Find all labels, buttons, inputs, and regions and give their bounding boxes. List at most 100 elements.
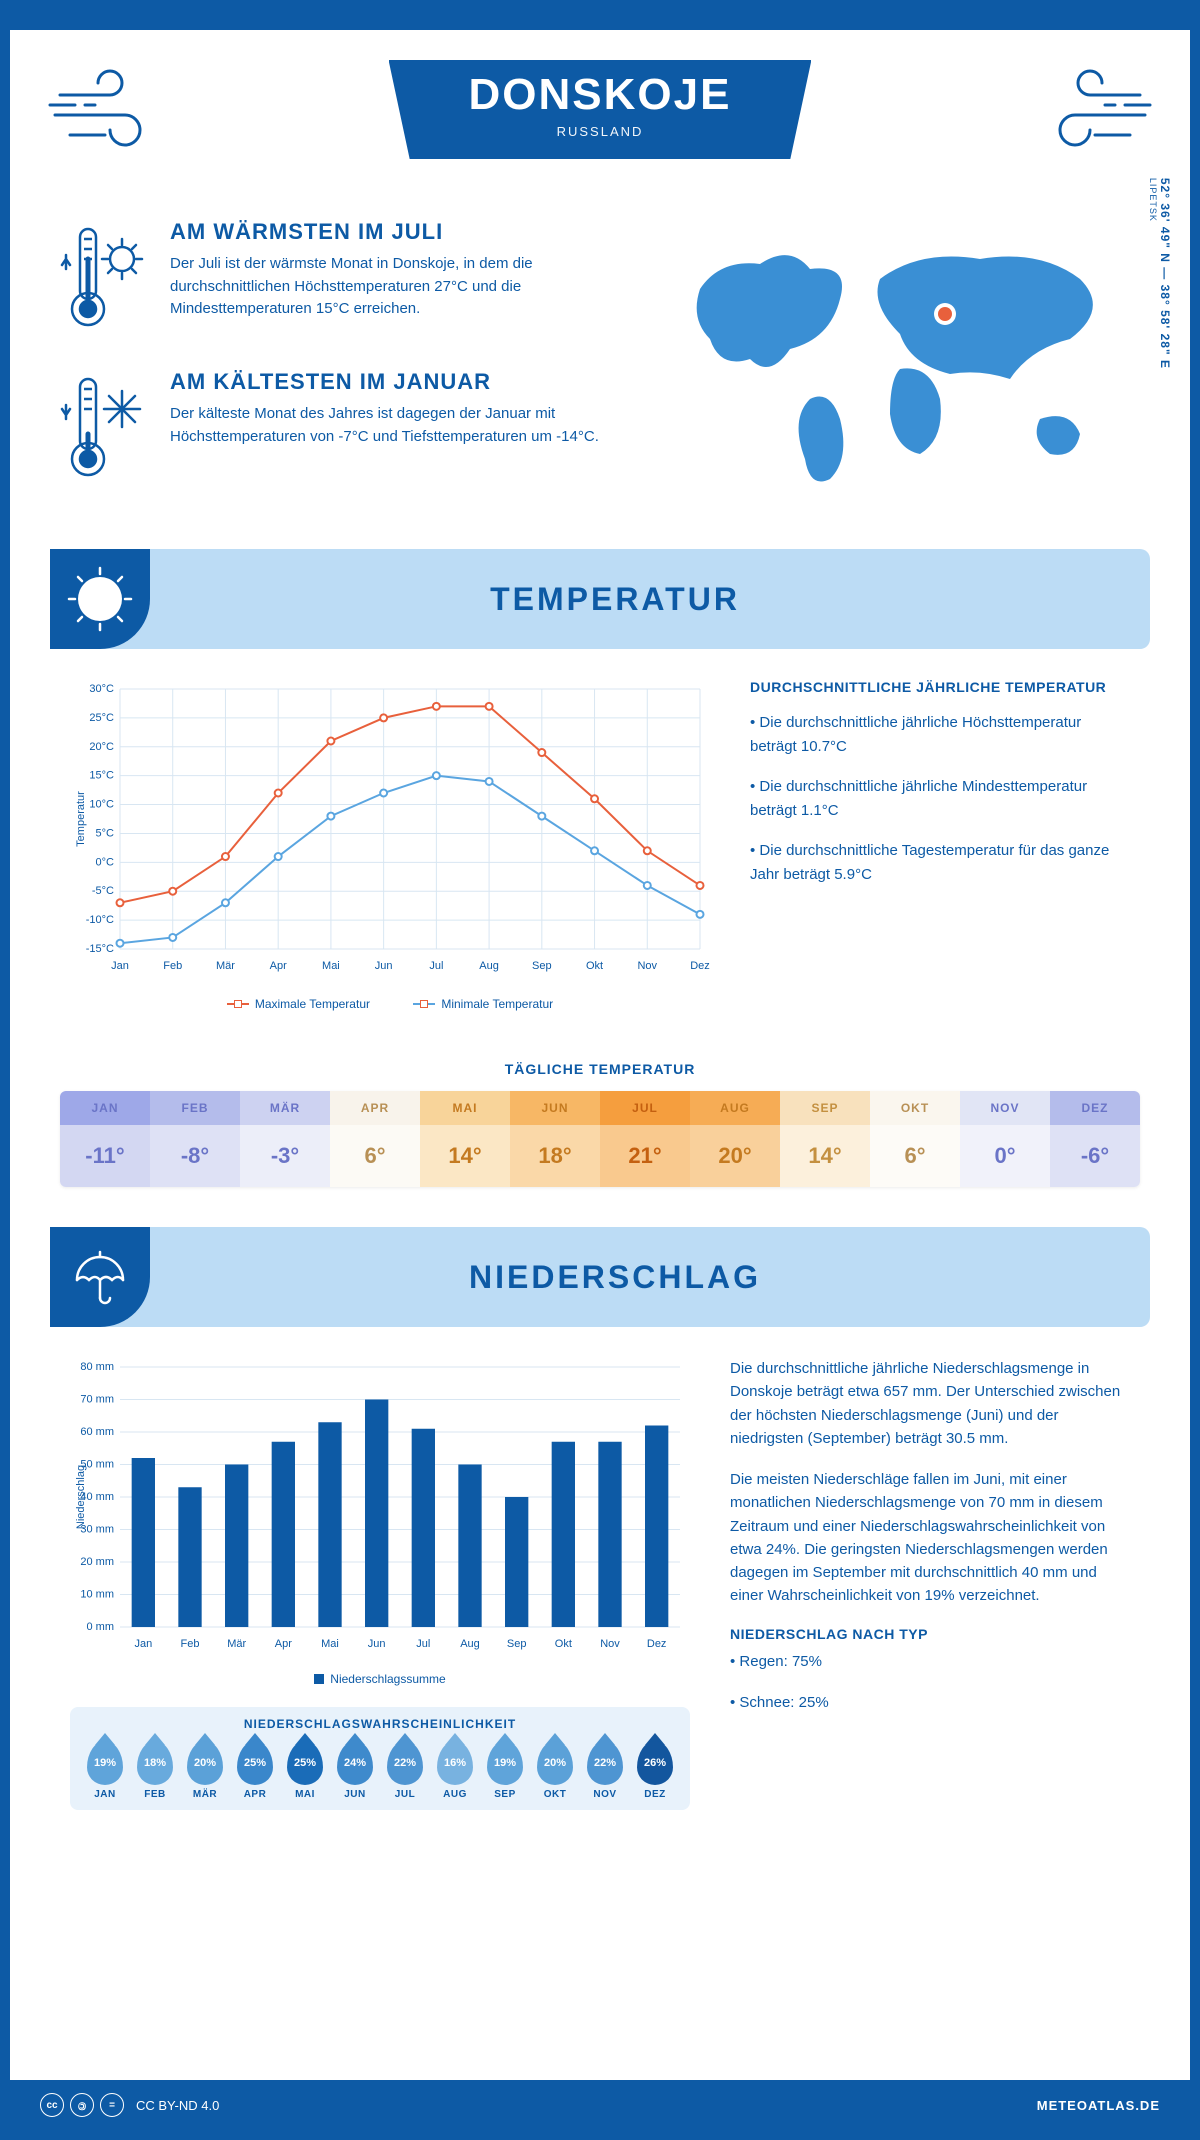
svg-text:Mär: Mär [216, 960, 235, 972]
svg-text:Sep: Sep [532, 960, 552, 972]
daily-cell: JUL21° [600, 1091, 690, 1187]
intro-section: AM WÄRMSTEN IM JULI Der Juli ist der wär… [10, 209, 1190, 549]
prob-cell: 22%NOV [580, 1741, 630, 1800]
svg-text:70 mm: 70 mm [80, 1394, 114, 1406]
section-title: TEMPERATUR [180, 581, 1150, 618]
prob-cell: 22%JUL [380, 1741, 430, 1800]
svg-text:0 mm: 0 mm [87, 1621, 115, 1633]
svg-text:-5°C: -5°C [92, 885, 114, 897]
daily-temp-title: TÄGLICHE TEMPERATUR [10, 1061, 1190, 1077]
city-title: DONSKOJE [469, 70, 732, 120]
svg-text:0°C: 0°C [96, 856, 115, 868]
precip-type2: • Schnee: 25% [730, 1691, 1130, 1714]
cc-icons: cc🄯= [40, 2093, 124, 2117]
daily-cell: OKT6° [870, 1091, 960, 1187]
license-text: CC BY-ND 4.0 [136, 2098, 219, 2113]
precipitation-chart: 0 mm10 mm20 mm30 mm40 mm50 mm60 mm70 mm8… [70, 1357, 690, 1657]
svg-text:Okt: Okt [586, 960, 603, 972]
daily-cell: SEP14° [780, 1091, 870, 1187]
precipitation-probability: NIEDERSCHLAGSWAHRSCHEINLICHKEIT 19%JAN18… [70, 1707, 690, 1810]
temp-info-title: DURCHSCHNITTLICHE JÄHRLICHE TEMPERATUR [750, 679, 1130, 695]
svg-text:30°C: 30°C [89, 683, 114, 695]
svg-text:Sep: Sep [507, 1638, 527, 1650]
svg-text:60 mm: 60 mm [80, 1426, 114, 1438]
prob-cell: 25%APR [230, 1741, 280, 1800]
precip-legend: Niederschlagssumme [70, 1672, 690, 1687]
umbrella-icon [50, 1227, 150, 1327]
precip-p1: Die durchschnittliche jährliche Niedersc… [730, 1357, 1130, 1450]
prob-cell: 18%FEB [130, 1741, 180, 1800]
temp-legend: .legend-swatch:nth-of-type(1)::before{bo… [70, 994, 710, 1011]
svg-text:Nov: Nov [637, 960, 657, 972]
svg-text:Niederschlag: Niederschlag [75, 1465, 87, 1529]
precip-p2: Die meisten Niederschläge fallen im Juni… [730, 1468, 1130, 1608]
svg-text:Okt: Okt [555, 1638, 572, 1650]
fact-warm: AM WÄRMSTEN IM JULI Der Juli ist der wär… [60, 219, 630, 339]
svg-text:-10°C: -10°C [86, 914, 114, 926]
temperature-info: DURCHSCHNITTLICHE JÄHRLICHE TEMPERATUR •… [750, 679, 1130, 1011]
daily-cell: NOV0° [960, 1091, 1050, 1187]
title-ribbon: DONSKOJE RUSSLAND [389, 60, 812, 159]
svg-text:Mai: Mai [321, 1638, 339, 1650]
svg-text:Jan: Jan [111, 960, 129, 972]
world-map-icon [660, 219, 1140, 499]
daily-cell: MÄR-3° [240, 1091, 330, 1187]
prob-title: NIEDERSCHLAGSWAHRSCHEINLICHKEIT [80, 1717, 680, 1731]
svg-text:Mär: Mär [227, 1638, 246, 1650]
temp-info-p2: • Die durchschnittliche jährliche Mindes… [750, 775, 1130, 823]
precip-type-title: NIEDERSCHLAG NACH TYP [730, 1626, 1130, 1642]
country-subtitle: RUSSLAND [469, 124, 732, 139]
temperature-block: -15°C-10°C-5°C0°C5°C10°C15°C20°C25°C30°C… [10, 679, 1190, 1041]
prob-cell: 16%AUG [430, 1741, 480, 1800]
svg-text:Feb: Feb [181, 1638, 200, 1650]
world-map-block: 52° 36' 49" N — 38° 58' 28" E LIPETSK [660, 219, 1140, 519]
svg-text:20°C: 20°C [89, 741, 114, 753]
fact-cold-text: Der kälteste Monat des Jahres ist dagege… [170, 403, 630, 448]
svg-text:10 mm: 10 mm [80, 1589, 114, 1601]
daily-cell: FEB-8° [150, 1091, 240, 1187]
thermometer-snow-icon [60, 369, 150, 489]
fact-warm-text: Der Juli ist der wärmste Monat in Donsko… [170, 253, 630, 321]
svg-text:80 mm: 80 mm [80, 1361, 114, 1373]
daily-cell: MAI14° [420, 1091, 510, 1187]
prob-cell: 25%MAI [280, 1741, 330, 1800]
wind-icon [1030, 60, 1150, 160]
prob-cell: 20%OKT [530, 1741, 580, 1800]
temperature-chart: -15°C-10°C-5°C0°C5°C10°C15°C20°C25°C30°C… [70, 679, 710, 1011]
svg-text:Dez: Dez [647, 1638, 667, 1650]
svg-text:Aug: Aug [479, 960, 499, 972]
prob-cell: 19%SEP [480, 1741, 530, 1800]
svg-text:Apr: Apr [270, 960, 287, 972]
svg-text:25°C: 25°C [89, 712, 114, 724]
daily-cell: APR6° [330, 1091, 420, 1187]
svg-text:Jul: Jul [429, 960, 443, 972]
svg-text:Dez: Dez [690, 960, 710, 972]
section-title: NIEDERSCHLAG [180, 1259, 1150, 1296]
prob-cell: 19%JAN [80, 1741, 130, 1800]
svg-text:20 mm: 20 mm [80, 1556, 114, 1568]
infographic-frame: DONSKOJE RUSSLAND [0, 0, 1200, 2140]
svg-text:Jan: Jan [134, 1638, 152, 1650]
prob-cell: 20%MÄR [180, 1741, 230, 1800]
footer: cc🄯= CC BY-ND 4.0 METEOATLAS.DE [10, 2080, 1190, 2130]
svg-text:Jul: Jul [416, 1638, 430, 1650]
fact-warm-title: AM WÄRMSTEN IM JULI [170, 219, 630, 245]
prob-cell: 26%DEZ [630, 1741, 680, 1800]
daily-cell: JAN-11° [60, 1091, 150, 1187]
svg-text:Apr: Apr [275, 1638, 292, 1650]
coordinates: 52° 36' 49" N — 38° 58' 28" E LIPETSK [1148, 178, 1172, 369]
thermometer-sun-icon [60, 219, 150, 339]
precipitation-left: 0 mm10 mm20 mm30 mm40 mm50 mm60 mm70 mm8… [70, 1357, 690, 1810]
precipitation-block: 0 mm10 mm20 mm30 mm40 mm50 mm60 mm70 mm8… [10, 1357, 1190, 1830]
daily-cell: JUN18° [510, 1091, 600, 1187]
wind-icon [50, 60, 170, 160]
precip-type1: • Regen: 75% [730, 1650, 1130, 1673]
site-name: METEOATLAS.DE [1037, 2098, 1160, 2113]
daily-temp-table: JAN-11°FEB-8°MÄR-3°APR6°MAI14°JUN18°JUL2… [60, 1091, 1140, 1187]
svg-text:Temperatur: Temperatur [75, 791, 87, 847]
temp-info-p3: • Die durchschnittliche Tagestemperatur … [750, 839, 1130, 887]
sun-icon [50, 549, 150, 649]
svg-text:-15°C: -15°C [86, 943, 114, 955]
fact-cold-title: AM KÄLTESTEN IM JANUAR [170, 369, 630, 395]
svg-text:10°C: 10°C [89, 799, 114, 811]
